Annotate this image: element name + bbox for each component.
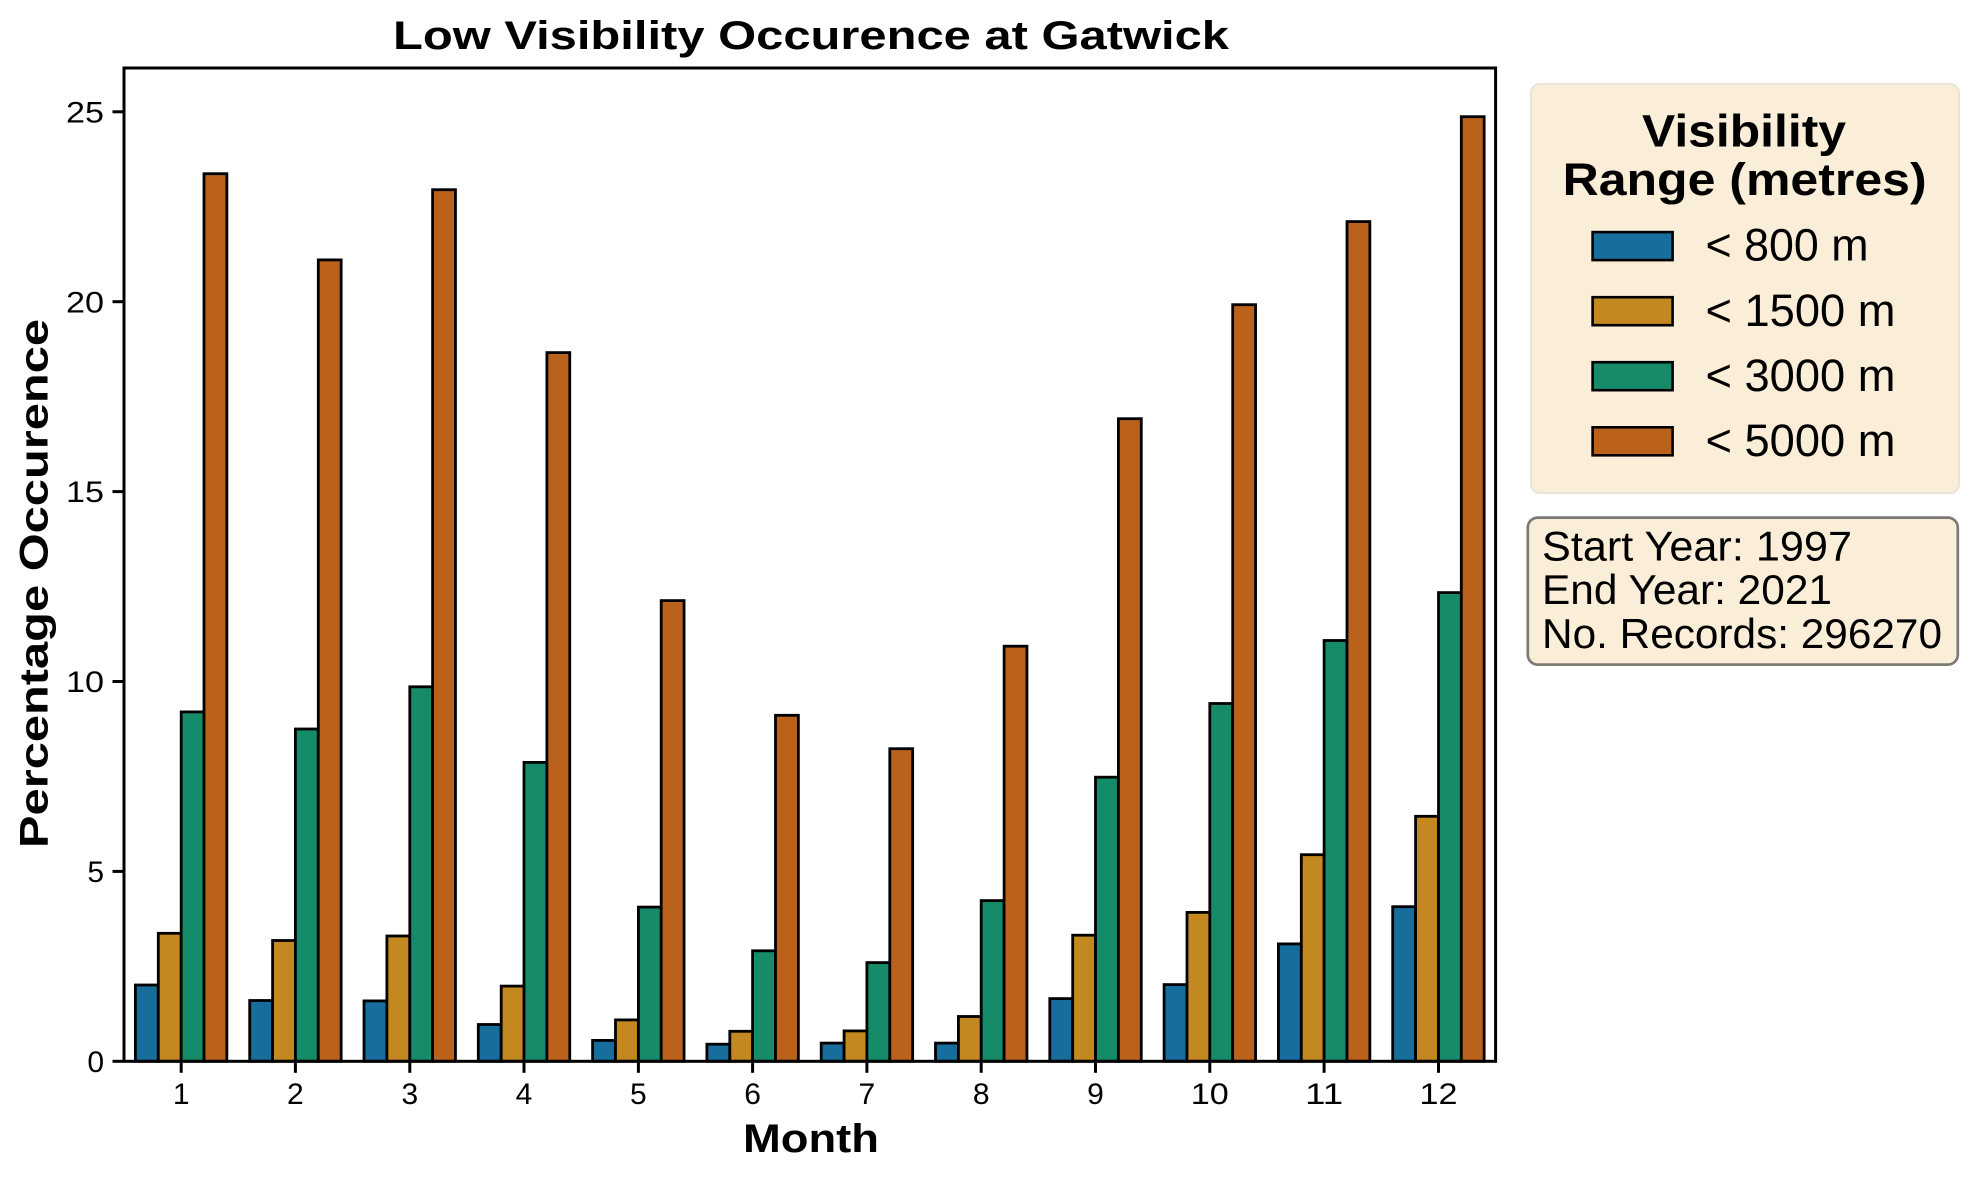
svg-text:Low Visibility Occurence at Ga: Low Visibility Occurence at Gatwick xyxy=(393,14,1230,58)
svg-text:0: 0 xyxy=(87,1046,104,1079)
svg-text:< 1500 m: < 1500 m xyxy=(1706,285,1896,336)
svg-text:7: 7 xyxy=(859,1078,876,1111)
svg-text:Percentage Occurence: Percentage Occurence xyxy=(13,319,57,848)
svg-text:11: 11 xyxy=(1305,1078,1343,1111)
svg-text:1: 1 xyxy=(173,1078,190,1111)
svg-text:< 3000 m: < 3000 m xyxy=(1706,350,1896,401)
svg-text:9: 9 xyxy=(1087,1078,1104,1111)
svg-text:Visibility: Visibility xyxy=(1642,106,1846,157)
svg-text:2: 2 xyxy=(287,1078,304,1111)
svg-text:Month: Month xyxy=(743,1117,879,1161)
svg-text:3: 3 xyxy=(401,1078,418,1111)
svg-text:5: 5 xyxy=(87,856,104,889)
svg-text:Range (metres): Range (metres) xyxy=(1563,154,1927,205)
svg-text:< 5000 m: < 5000 m xyxy=(1706,415,1896,466)
svg-text:20: 20 xyxy=(66,286,104,319)
svg-text:10: 10 xyxy=(66,666,104,699)
svg-text:< 800 m: < 800 m xyxy=(1706,220,1869,271)
svg-text:10: 10 xyxy=(1191,1078,1229,1111)
svg-text:No. Records: 296270: No. Records: 296270 xyxy=(1542,610,1942,657)
svg-text:5: 5 xyxy=(630,1078,647,1111)
svg-text:6: 6 xyxy=(744,1078,761,1111)
svg-text:4: 4 xyxy=(516,1078,533,1111)
svg-text:12: 12 xyxy=(1420,1078,1458,1111)
svg-text:8: 8 xyxy=(973,1078,990,1111)
svg-text:15: 15 xyxy=(66,476,104,509)
svg-text:End Year: 2021: End Year: 2021 xyxy=(1542,566,1832,613)
svg-text:Start Year: 1997: Start Year: 1997 xyxy=(1542,523,1852,570)
svg-text:25: 25 xyxy=(66,96,104,129)
